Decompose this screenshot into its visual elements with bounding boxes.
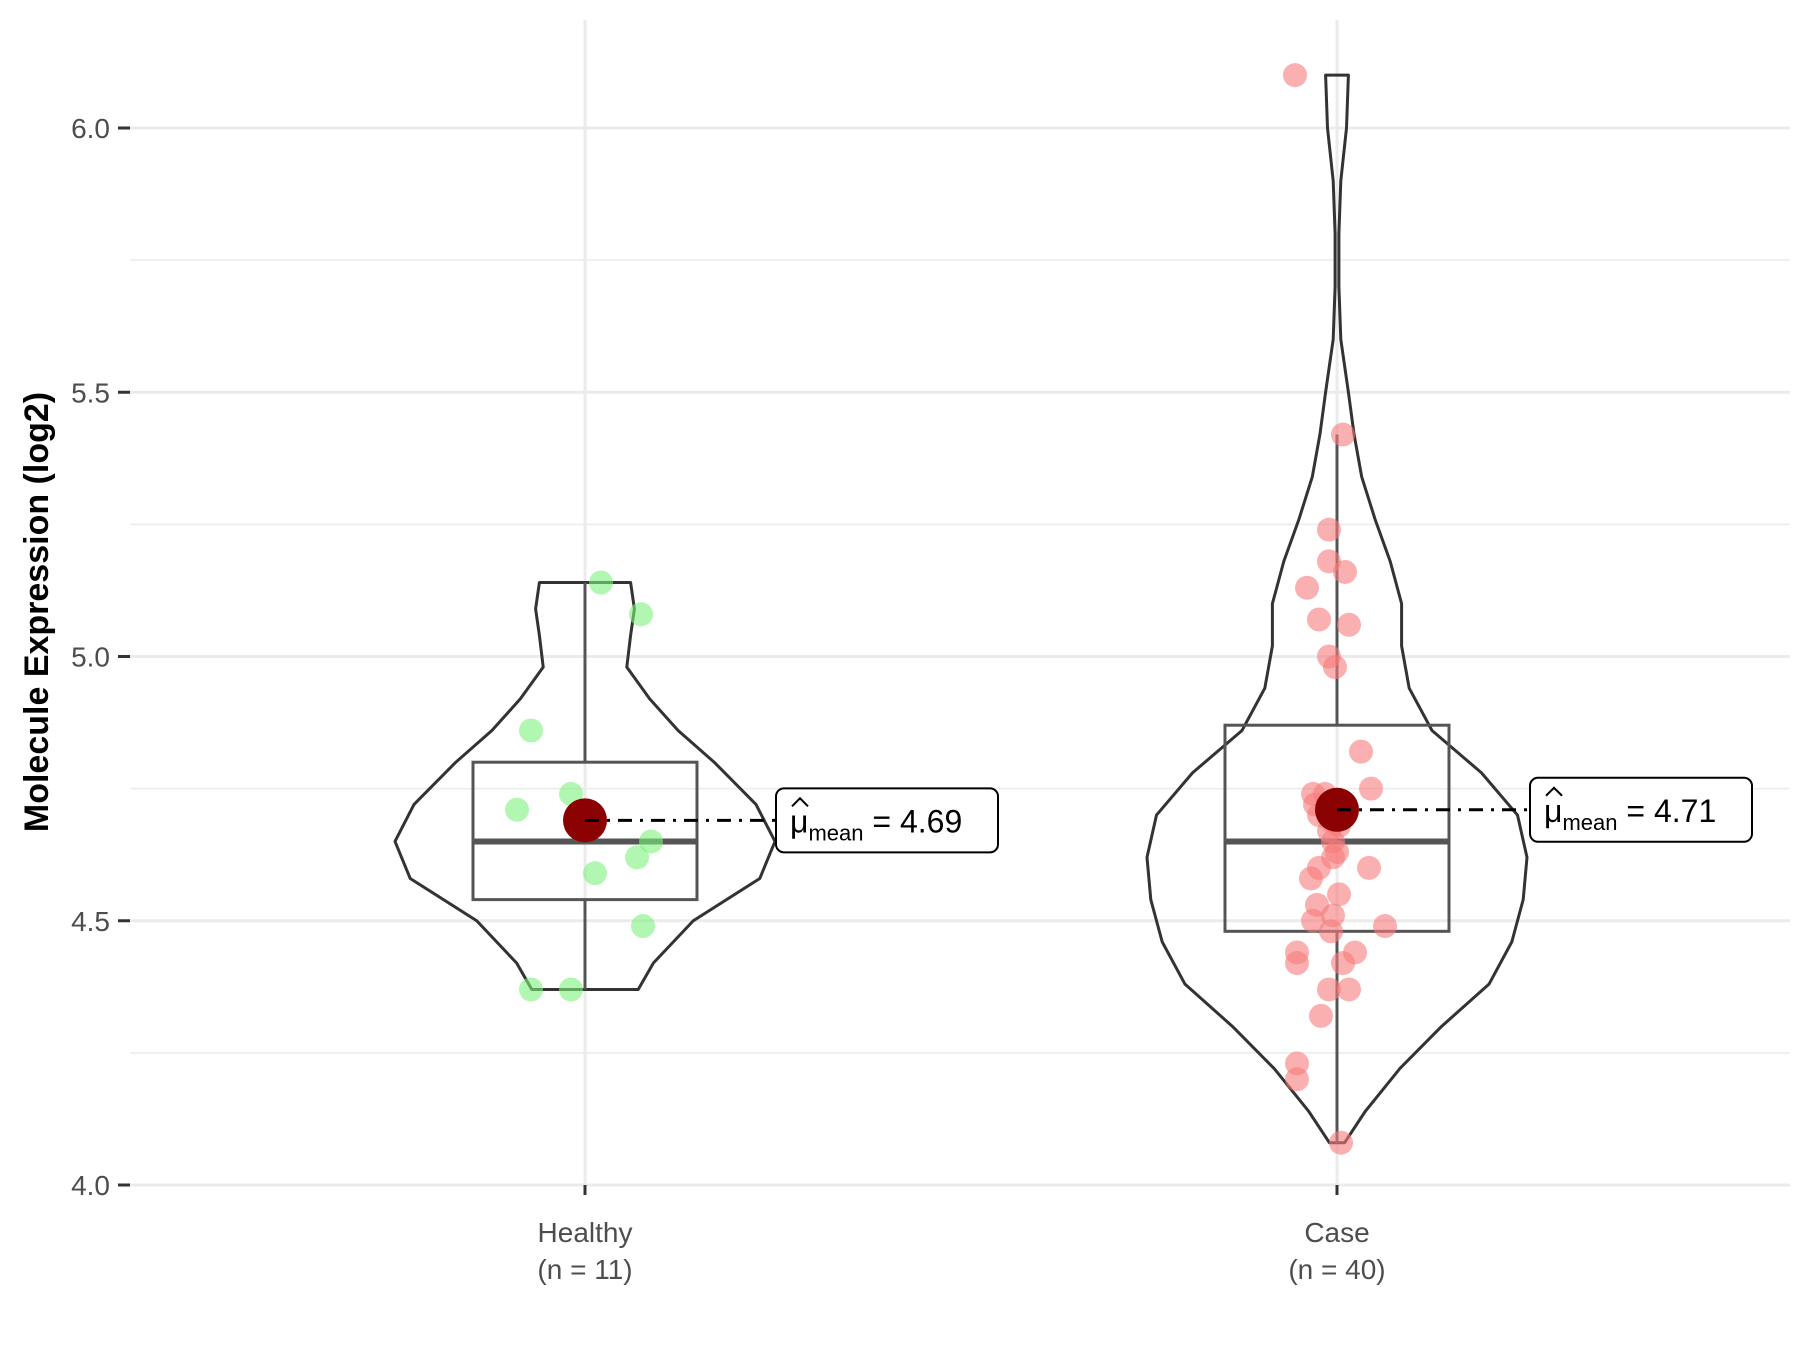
data-point [1285,951,1309,976]
grid-lines [130,20,1790,1187]
data-point [1323,655,1347,680]
data-point [1333,559,1357,584]
y-axis-label: Molecule Expression (log2) [18,392,56,832]
data-point [1349,739,1373,764]
mean-label: μmean = 4.69 [790,803,962,845]
data-point [629,602,653,627]
data-point [1295,575,1319,600]
data-point [639,829,663,854]
data-point [1337,612,1361,637]
data-point [583,861,607,886]
data-point [1317,977,1341,1002]
data-point [1317,517,1341,542]
mean-label-box [775,787,999,854]
data-point [1331,951,1355,976]
hat-icon [791,796,809,808]
data-point [1337,977,1361,1002]
data-point [1283,63,1307,88]
x-category-label: Case [1304,1217,1369,1248]
data-point [1301,908,1325,933]
violins [393,73,1529,1145]
data-point [631,914,655,939]
data-point [1319,919,1343,944]
x-count-label: (n = 11) [537,1254,632,1285]
data-point [1331,422,1355,447]
violin-healthy [393,581,777,991]
mean-label-box [1529,776,1753,843]
data-point [1357,855,1381,880]
data-point [1299,866,1323,891]
y-tick-label: 4.0 [71,1170,110,1201]
mean-markers: μmean = 4.69 μmean = 4.71 [563,776,1753,854]
data-point [559,977,583,1002]
jitter-points [505,63,1397,1155]
y-tick-label: 4.5 [71,906,110,937]
data-point [1359,776,1383,801]
data-point [519,977,543,1002]
x-count-label: (n = 40) [1288,1254,1385,1285]
axes: Healthy (n = 11) Case (n = 40) 4.0 4.5 5.0 5.5 6… [71,113,1386,1285]
data-point [1329,1130,1353,1155]
data-point [519,718,543,743]
iqr-box [471,760,699,902]
x-category-label: Healthy [538,1217,633,1248]
hat-icon [1545,786,1563,797]
y-tick-label: 5.5 [71,377,110,408]
data-point [1307,607,1331,632]
mean-label: μmean = 4.71 [1544,793,1716,835]
y-tick-label: 6.0 [71,113,110,144]
y-tick-label: 5.0 [71,642,110,673]
data-point [1327,882,1351,907]
data-point [1309,1003,1333,1028]
data-point [505,797,529,822]
data-point [589,570,613,595]
data-point [625,845,649,870]
data-point [1285,1067,1309,1092]
data-point [1373,914,1397,939]
violin-case [1145,73,1529,1145]
